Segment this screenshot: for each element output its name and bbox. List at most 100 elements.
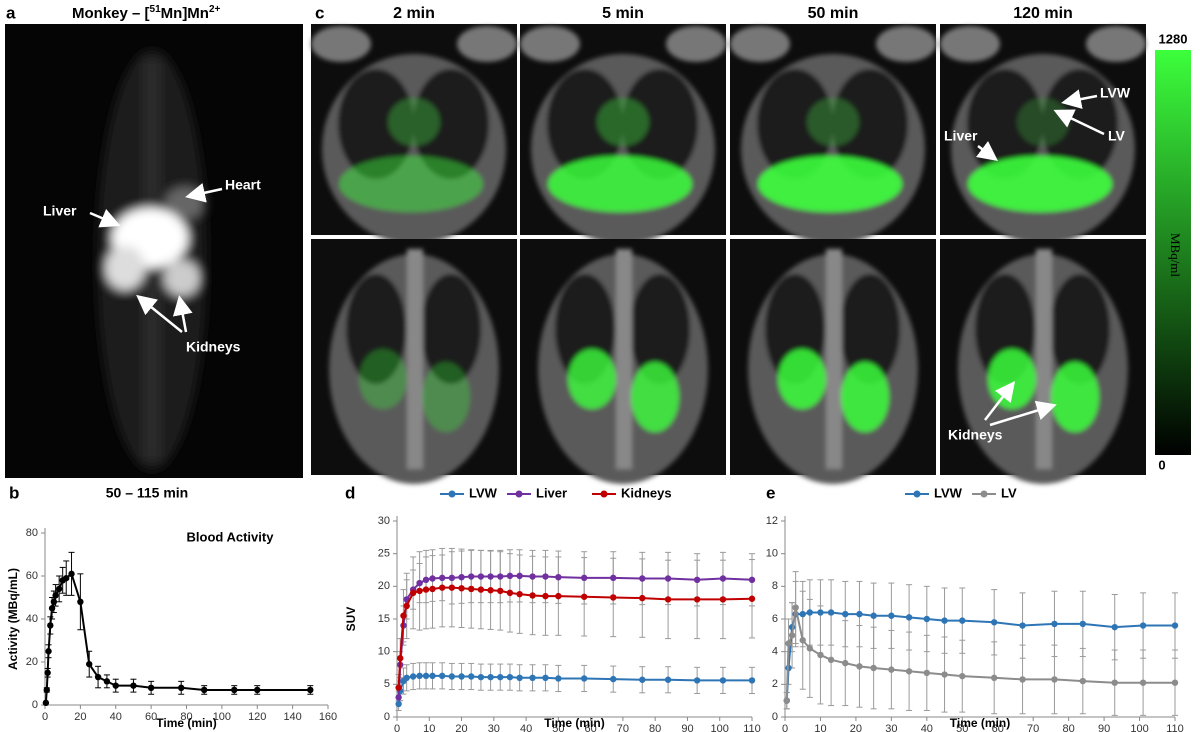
data-point (487, 573, 494, 580)
x-tick-label: 10 (814, 723, 826, 732)
pet-ct-image (730, 239, 936, 484)
y-tick-label: 10 (378, 646, 390, 658)
y-tick-label: 0 (384, 711, 390, 723)
data-point (748, 576, 756, 583)
data-point (719, 596, 727, 603)
x-axis-label: Time (min) (950, 716, 1010, 730)
data-point (438, 672, 446, 680)
panel-label: b (9, 483, 19, 502)
colorbar-min: 0 (1158, 457, 1165, 472)
colorbar-unit: MBq/ml (1168, 233, 1183, 277)
data-point (806, 609, 814, 616)
data-point (799, 637, 806, 644)
y-tick-label: 25 (378, 548, 390, 560)
data-point (477, 573, 485, 580)
data-point (748, 595, 756, 602)
data-point (77, 598, 84, 605)
title-sup: 51 (150, 4, 162, 15)
y-tick-label: 0 (772, 711, 778, 723)
data-point (448, 584, 456, 591)
x-tick-label: 0 (42, 711, 48, 723)
data-point (990, 674, 998, 681)
data-point (63, 574, 70, 582)
data-point (941, 671, 948, 678)
data-point (693, 576, 701, 583)
data-point (1019, 622, 1026, 629)
data-point (506, 589, 514, 597)
x-tick-label: 110 (1166, 723, 1184, 732)
data-point (52, 592, 59, 599)
y-tick-label: 20 (378, 580, 390, 592)
data-point (1171, 679, 1179, 686)
y-axis-label: Activity (MBq/mL) (6, 568, 20, 670)
data-point (905, 614, 913, 621)
data-point (580, 593, 588, 600)
pet-ct-image (520, 24, 726, 244)
data-point (147, 684, 155, 691)
data-point (86, 660, 93, 668)
x-tick-label: 140 (283, 711, 301, 723)
title-sup: 2+ (209, 4, 221, 15)
data-point (529, 592, 536, 599)
data-point (888, 612, 895, 619)
title-part: Monkey – [ (72, 5, 150, 22)
data-point (693, 596, 701, 603)
data-point (817, 609, 824, 616)
y-tick-label: 12 (766, 515, 778, 527)
legend-label: Kidneys (621, 485, 672, 500)
data-point (555, 573, 562, 581)
data-point (422, 672, 430, 680)
data-point (580, 675, 588, 682)
data-point (664, 676, 672, 683)
data-point (639, 676, 646, 683)
data-point (529, 573, 536, 580)
data-point (409, 673, 417, 680)
x-tick-label: 100 (711, 723, 729, 732)
data-point (516, 590, 523, 598)
data-point (44, 669, 51, 676)
colorbar (1155, 50, 1191, 455)
data-point (416, 579, 423, 587)
x-tick-label: 30 (488, 723, 500, 732)
data-point (94, 673, 102, 681)
legend-label: LVW (469, 485, 498, 500)
series-line (44, 572, 311, 703)
y-tick-label: 40 (26, 613, 38, 625)
data-point (42, 699, 50, 707)
data-point (923, 615, 931, 623)
data-point (555, 675, 562, 682)
x-tick-label: 70 (1027, 723, 1039, 732)
data-point (1111, 679, 1118, 686)
data-point (395, 700, 402, 708)
y-tick-label: 0 (32, 699, 38, 711)
y-tick-label: 4 (772, 646, 778, 658)
data-point (468, 673, 475, 680)
data-point (429, 575, 436, 582)
data-point (1171, 622, 1179, 629)
data-point (429, 585, 436, 593)
data-point (806, 645, 814, 652)
data-point (1079, 620, 1087, 628)
data-point (45, 648, 52, 655)
data-point (542, 674, 549, 681)
pet-ct-grid (311, 24, 1146, 484)
annotation: LV (1108, 128, 1126, 144)
data-point (580, 574, 588, 582)
data-point (55, 585, 63, 593)
pet-ct-image (520, 239, 726, 484)
y-tick-label: 20 (26, 656, 38, 668)
data-point (639, 594, 646, 602)
x-tick-label: 20 (850, 723, 862, 732)
x-tick-label: 90 (681, 723, 693, 732)
data-point (458, 673, 465, 680)
data-point (1139, 622, 1147, 629)
chart-title: 50 – 115 min (106, 485, 189, 501)
panel-label: c (315, 3, 324, 22)
column-header: 5 min (602, 5, 644, 22)
data-point (397, 655, 404, 662)
panel-label: e (766, 483, 775, 502)
data-point (799, 610, 806, 618)
data-point (68, 570, 75, 578)
x-tick-label: 50 (552, 723, 564, 732)
